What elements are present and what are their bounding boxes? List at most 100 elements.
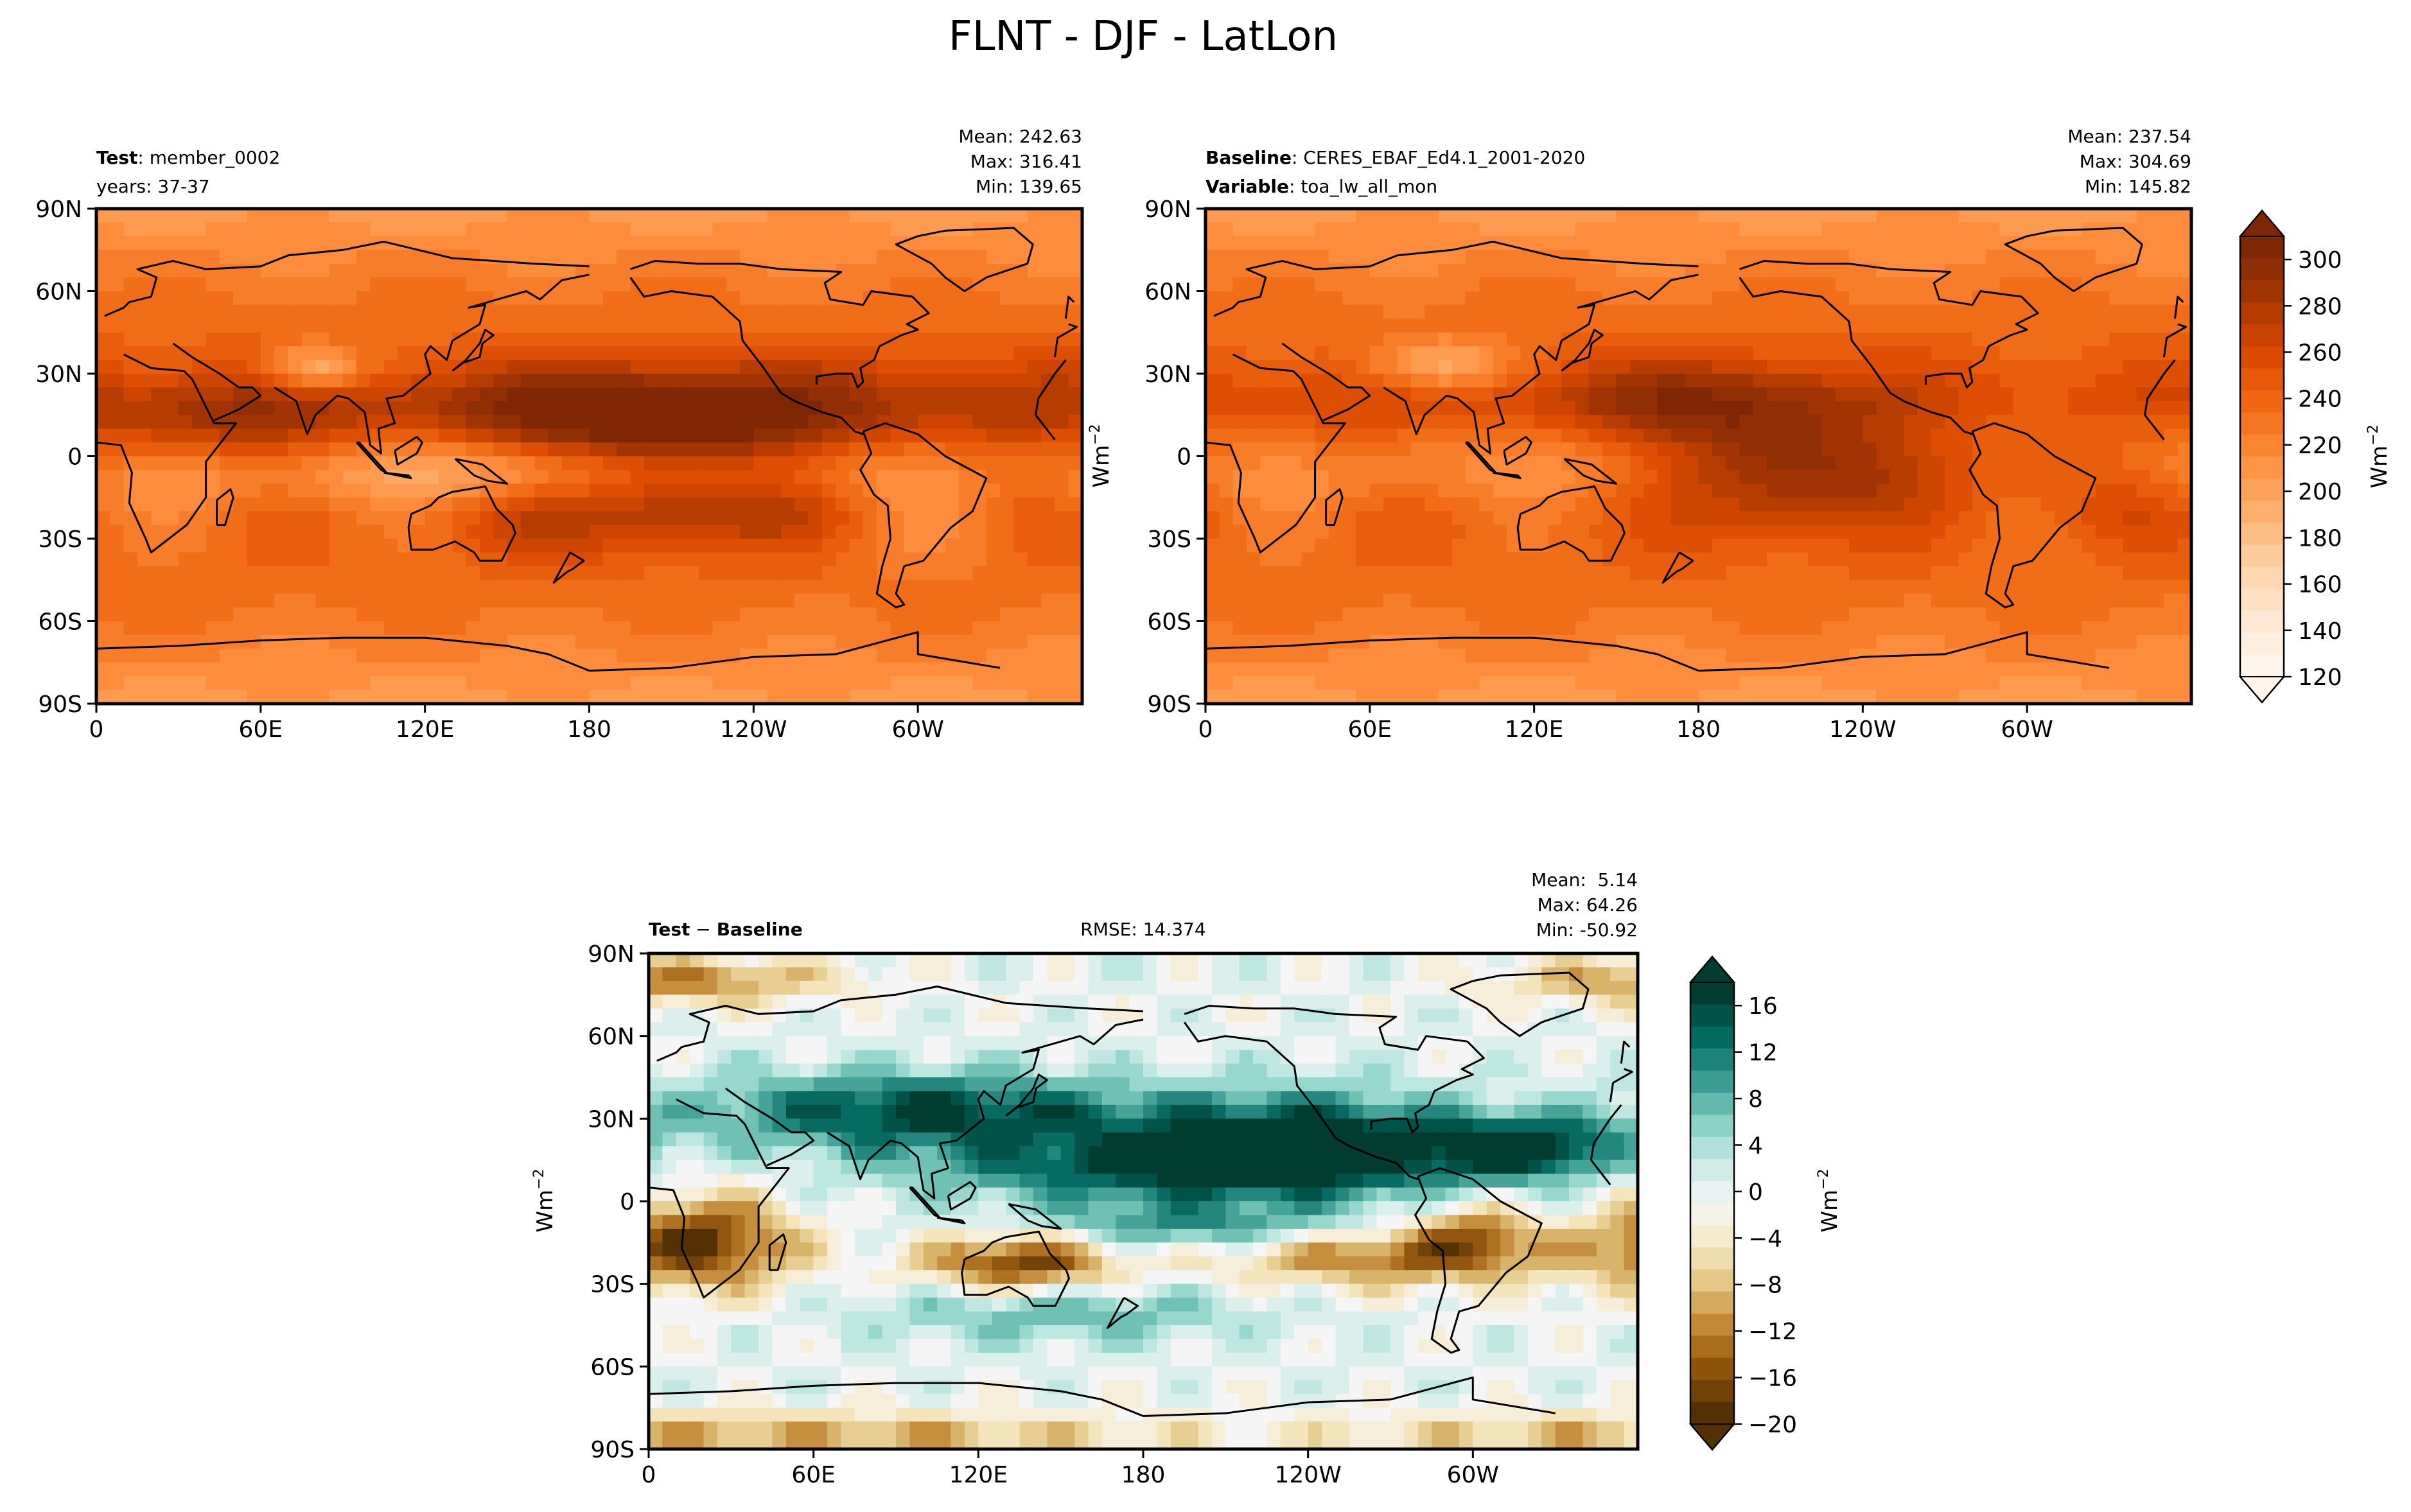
field-cell bbox=[644, 497, 658, 512]
field-cell bbox=[548, 291, 563, 306]
field-cell bbox=[849, 676, 864, 691]
field-cell bbox=[192, 621, 207, 636]
field-cell bbox=[2054, 236, 2069, 251]
field-cell bbox=[726, 676, 741, 691]
field-cell bbox=[1575, 566, 1590, 581]
field-cell bbox=[561, 690, 576, 704]
field-cell bbox=[548, 360, 563, 374]
field-cell bbox=[1383, 566, 1398, 581]
field-cell bbox=[534, 580, 549, 595]
field-cell bbox=[1821, 428, 1836, 443]
field-cell bbox=[398, 346, 412, 361]
field-cell bbox=[123, 250, 138, 265]
field-cell bbox=[1876, 428, 1891, 443]
field-cell bbox=[1342, 442, 1357, 457]
field-cell bbox=[931, 236, 946, 251]
field-cell bbox=[630, 401, 645, 416]
field-cell bbox=[1328, 387, 1343, 402]
field-cell bbox=[821, 236, 837, 251]
field-cell bbox=[1931, 456, 1946, 471]
field-cell bbox=[247, 607, 261, 622]
field-cell bbox=[438, 236, 453, 251]
field-cell bbox=[671, 456, 686, 471]
field-cell bbox=[1451, 511, 1466, 526]
field-cell bbox=[1246, 415, 1261, 430]
field-cell bbox=[1425, 648, 1439, 663]
field-cell bbox=[1588, 318, 1604, 333]
field-cell bbox=[96, 690, 111, 704]
field-cell bbox=[342, 566, 357, 581]
field-cell bbox=[329, 318, 344, 333]
field-cell bbox=[274, 428, 289, 443]
field-cell bbox=[836, 428, 850, 443]
field-cell bbox=[301, 552, 316, 567]
field-cell bbox=[137, 511, 152, 526]
field-cell bbox=[315, 552, 330, 567]
field-cell bbox=[918, 401, 933, 416]
field-cell bbox=[274, 552, 289, 567]
field-cell bbox=[233, 291, 248, 306]
field-cell bbox=[1547, 566, 1563, 581]
field-cell bbox=[1698, 456, 1713, 471]
field-cell bbox=[1520, 580, 1535, 595]
field-cell bbox=[1876, 291, 1891, 306]
field-cell bbox=[1383, 236, 1398, 251]
field-cell bbox=[658, 676, 672, 691]
field-cell bbox=[808, 539, 823, 553]
field-cell bbox=[206, 236, 220, 251]
field-cell bbox=[658, 346, 672, 361]
field-cell bbox=[520, 415, 536, 430]
field-cell bbox=[767, 525, 782, 539]
field-cell bbox=[767, 662, 782, 677]
field-cell bbox=[644, 318, 658, 333]
field-cell bbox=[1451, 607, 1466, 622]
field-cell bbox=[1260, 250, 1275, 265]
field-cell bbox=[1507, 374, 1521, 388]
field-cell bbox=[1753, 346, 1767, 361]
field-cell bbox=[96, 469, 111, 485]
field-cell bbox=[411, 318, 426, 333]
field-cell bbox=[1520, 566, 1535, 581]
field-cell bbox=[904, 277, 918, 292]
field-cell bbox=[329, 690, 344, 704]
field-cell bbox=[466, 621, 480, 636]
field-cell bbox=[972, 250, 987, 265]
field-cell bbox=[2150, 469, 2165, 485]
field-cell bbox=[658, 222, 672, 237]
field-cell bbox=[178, 676, 193, 691]
field-cell bbox=[479, 442, 495, 457]
field-cell bbox=[110, 634, 125, 650]
field-cell bbox=[1808, 222, 1823, 237]
field-cell bbox=[1726, 621, 1740, 636]
field-cell bbox=[507, 318, 522, 333]
field-cell bbox=[548, 676, 563, 691]
field-cell bbox=[479, 621, 495, 636]
field-cell bbox=[288, 648, 302, 663]
field-cell bbox=[1726, 525, 1740, 539]
field-cell bbox=[110, 415, 125, 430]
field-cell bbox=[1315, 250, 1329, 265]
field-cell bbox=[1246, 318, 1261, 333]
field-cell bbox=[1644, 580, 1658, 595]
field-cell bbox=[617, 621, 631, 636]
field-cell bbox=[1369, 483, 1384, 498]
field-cell bbox=[301, 676, 316, 691]
field-cell bbox=[1232, 580, 1247, 595]
field-cell bbox=[1808, 304, 1823, 320]
field-cell bbox=[1986, 580, 2001, 595]
field-cell bbox=[1068, 277, 1082, 292]
field-cell bbox=[1876, 209, 1891, 223]
field-cell bbox=[740, 497, 755, 512]
field-cell bbox=[877, 580, 891, 595]
field-cell bbox=[1904, 469, 1918, 485]
field-cell bbox=[1780, 346, 1795, 361]
field-cell bbox=[356, 469, 371, 485]
field-cell bbox=[1616, 222, 1631, 237]
field-cell bbox=[1520, 360, 1535, 374]
field-cell bbox=[110, 401, 125, 416]
field-cell bbox=[315, 676, 330, 691]
field-cell bbox=[1425, 236, 1439, 251]
field-cell bbox=[2123, 442, 2137, 457]
field-cell bbox=[1616, 236, 1631, 251]
field-cell bbox=[507, 483, 522, 498]
